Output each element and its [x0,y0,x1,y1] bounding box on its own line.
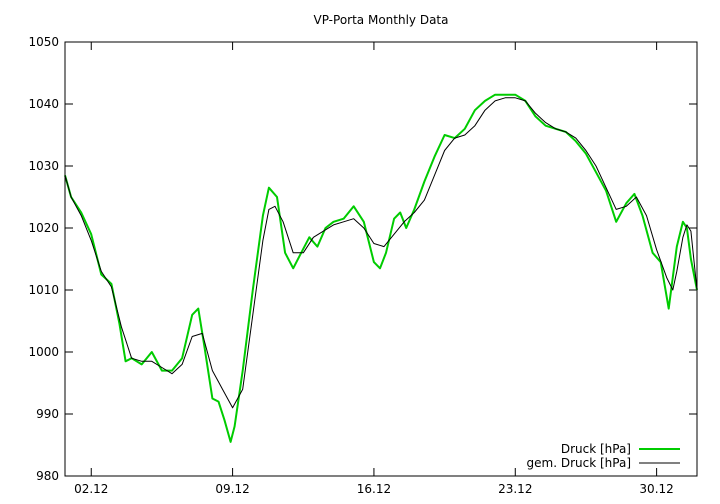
x-tick-label: 23.12 [498,482,532,496]
x-tick-label: 09.12 [215,482,249,496]
axis-ticks: 980 990 1000 1010 1020 1030 1040 1050 02.12 09.12… [28,35,697,496]
series-line-2 [64,97,698,409]
series-line-1 [64,93,698,443]
x-tick-label: 16.12 [357,482,391,496]
y-tick-label: 1010 [28,283,59,297]
y-tick-label: 1050 [28,35,59,49]
y-tick-label: 1030 [28,159,59,173]
y-tick-label: 980 [36,469,59,483]
plot-frame [64,41,698,477]
y-tick-label: 1020 [28,221,59,235]
x-tick-label: 30.12 [639,482,673,496]
y-tick-label: 1000 [28,345,59,359]
legend-label: Druck [hPa] [561,442,631,456]
x-tick-label: 02.12 [74,482,108,496]
chart-title: VP-Porta Monthly Data [314,13,449,27]
y-tick-label: 1040 [28,97,59,111]
series-lines [64,93,698,443]
y-tick-label: 990 [36,407,59,421]
legend-label: gem. Druck [hPa] [527,456,631,470]
legend: Druck [hPa]gem. Druck [hPa] [527,442,680,470]
